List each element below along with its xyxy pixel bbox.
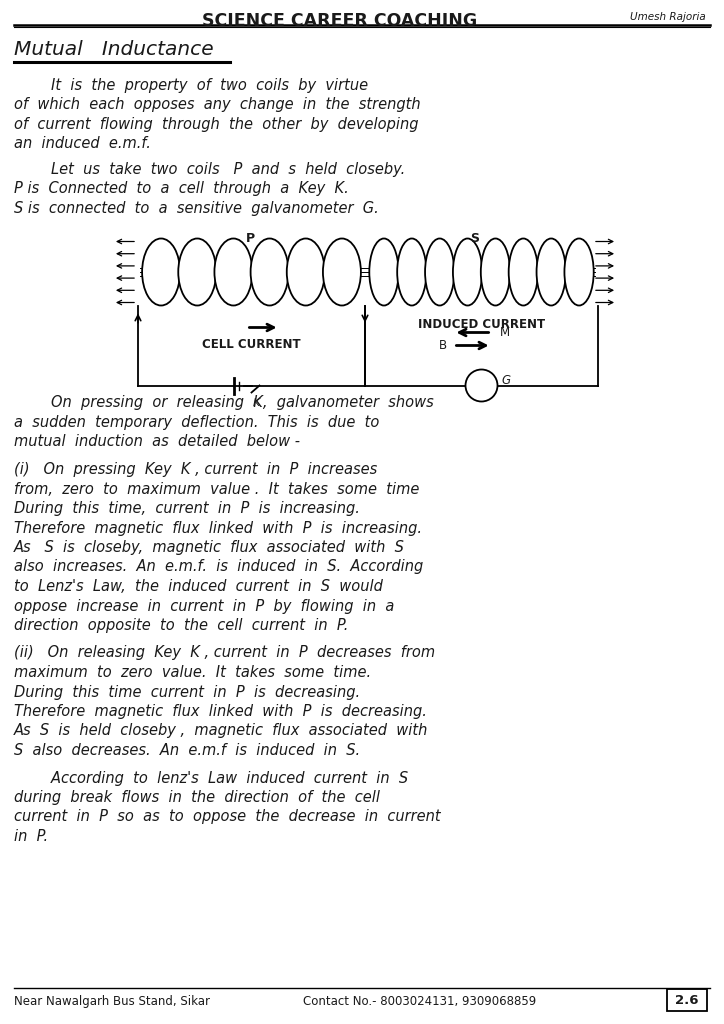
Ellipse shape (214, 239, 253, 305)
Text: SCIENCE CAREER COACHING: SCIENCE CAREER COACHING (203, 12, 478, 30)
Text: Therefore  magnetic  flux  linked  with  P  is  decreasing.: Therefore magnetic flux linked with P is… (14, 705, 427, 719)
Text: of  which  each  opposes  any  change  in  the  strength: of which each opposes any change in the … (14, 97, 421, 113)
Ellipse shape (453, 239, 482, 305)
Text: an  induced  e.m.f.: an induced e.m.f. (14, 136, 151, 152)
Ellipse shape (565, 239, 594, 305)
Text: S: S (471, 232, 479, 246)
Text: current  in  P  so  as  to  oppose  the  decrease  in  current: current in P so as to oppose the decreas… (14, 810, 441, 824)
Text: in  P.: in P. (14, 829, 48, 844)
Text: During  this  time  current  in  P  is  decreasing.: During this time current in P is decreas… (14, 684, 360, 699)
Text: direction  opposite  to  the  cell  current  in  P.: direction opposite to the cell current i… (14, 618, 348, 633)
Circle shape (466, 370, 497, 401)
Text: M: M (500, 326, 510, 339)
Ellipse shape (142, 239, 180, 305)
Text: Umesh Rajoria: Umesh Rajoria (631, 12, 706, 22)
Ellipse shape (251, 239, 289, 305)
Text: oppose  increase  in  current  in  P  by  flowing  in  a: oppose increase in current in P by flowi… (14, 598, 395, 613)
Ellipse shape (178, 239, 216, 305)
Text: of  current  flowing  through  the  other  by  developing: of current flowing through the other by … (14, 117, 418, 132)
FancyBboxPatch shape (667, 989, 707, 1011)
Ellipse shape (509, 239, 538, 305)
Ellipse shape (536, 239, 566, 305)
Text: a  sudden  temporary  deflection.  This  is  due  to: a sudden temporary deflection. This is d… (14, 415, 379, 430)
Text: (i)   On  pressing  Key  K , current  in  P  increases: (i) On pressing Key K , current in P inc… (14, 462, 377, 477)
Text: CELL CURRENT: CELL CURRENT (202, 339, 300, 351)
Text: mutual  induction  as  detailed  below -: mutual induction as detailed below - (14, 434, 300, 450)
Text: S  also  decreases.  An  e.m.f  is  induced  in  S.: S also decreases. An e.m.f is induced in… (14, 743, 360, 758)
Text: from,  zero  to  maximum  value .  It  takes  some  time: from, zero to maximum value . It takes s… (14, 481, 419, 497)
Text: during  break  flows  in  the  direction  of  the  cell: during break flows in the direction of t… (14, 790, 380, 805)
Text: As  S  is  held  closeby ,  magnetic  flux  associated  with: As S is held closeby , magnetic flux ass… (14, 724, 429, 738)
Ellipse shape (481, 239, 510, 305)
Text: Therefore  magnetic  flux  linked  with  P  is  increasing.: Therefore magnetic flux linked with P is… (14, 520, 422, 536)
Text: K: K (253, 397, 260, 408)
Text: (ii)   On  releasing  Key  K , current  in  P  decreases  from: (ii) On releasing Key K , current in P d… (14, 645, 435, 660)
Ellipse shape (287, 239, 325, 305)
Text: B: B (438, 339, 447, 352)
Text: INDUCED CURRENT: INDUCED CURRENT (418, 317, 545, 331)
Ellipse shape (323, 239, 361, 305)
Text: 2.6: 2.6 (675, 993, 699, 1007)
Ellipse shape (425, 239, 455, 305)
Text: Contact No.- 8003024131, 9309068859: Contact No.- 8003024131, 9309068859 (303, 995, 536, 1008)
Text: Let  us  take  two  coils   P  and  s  held  closeby.: Let us take two coils P and s held close… (14, 162, 405, 177)
Text: Near Nawalgarh Bus Stand, Sikar: Near Nawalgarh Bus Stand, Sikar (14, 995, 210, 1008)
Ellipse shape (369, 239, 399, 305)
Text: During  this  time,  current  in  P  is  increasing.: During this time, current in P is increa… (14, 501, 360, 516)
Text: to  Lenz's  Law,  the  induced  current  in  S  would: to Lenz's Law, the induced current in S … (14, 579, 383, 594)
Text: also  increases.  An  e.m.f.  is  induced  in  S.  According: also increases. An e.m.f. is induced in … (14, 559, 424, 574)
Text: It  is  the  property  of  two  coils  by  virtue: It is the property of two coils by virtu… (14, 78, 368, 93)
Text: As   S  is  closeby,  magnetic  flux  associated  with  S: As S is closeby, magnetic flux associate… (14, 540, 405, 555)
Text: S is  connected  to  a  sensitive  galvanometer  G.: S is connected to a sensitive galvanomet… (14, 201, 379, 216)
Text: Mutual   Inductance: Mutual Inductance (14, 40, 214, 59)
Text: G: G (502, 374, 510, 387)
Text: On  pressing  or  releasing  K,  galvanometer  shows: On pressing or releasing K, galvanometer… (14, 395, 434, 411)
Ellipse shape (397, 239, 426, 305)
Text: P: P (245, 232, 255, 246)
Text: According  to  lenz's  Law  induced  current  in  S: According to lenz's Law induced current … (14, 770, 408, 785)
Text: P is  Connected  to  a  cell  through  a  Key  K.: P is Connected to a cell through a Key K… (14, 181, 349, 197)
Text: maximum  to  zero  value.  It  takes  some  time.: maximum to zero value. It takes some tim… (14, 665, 371, 680)
